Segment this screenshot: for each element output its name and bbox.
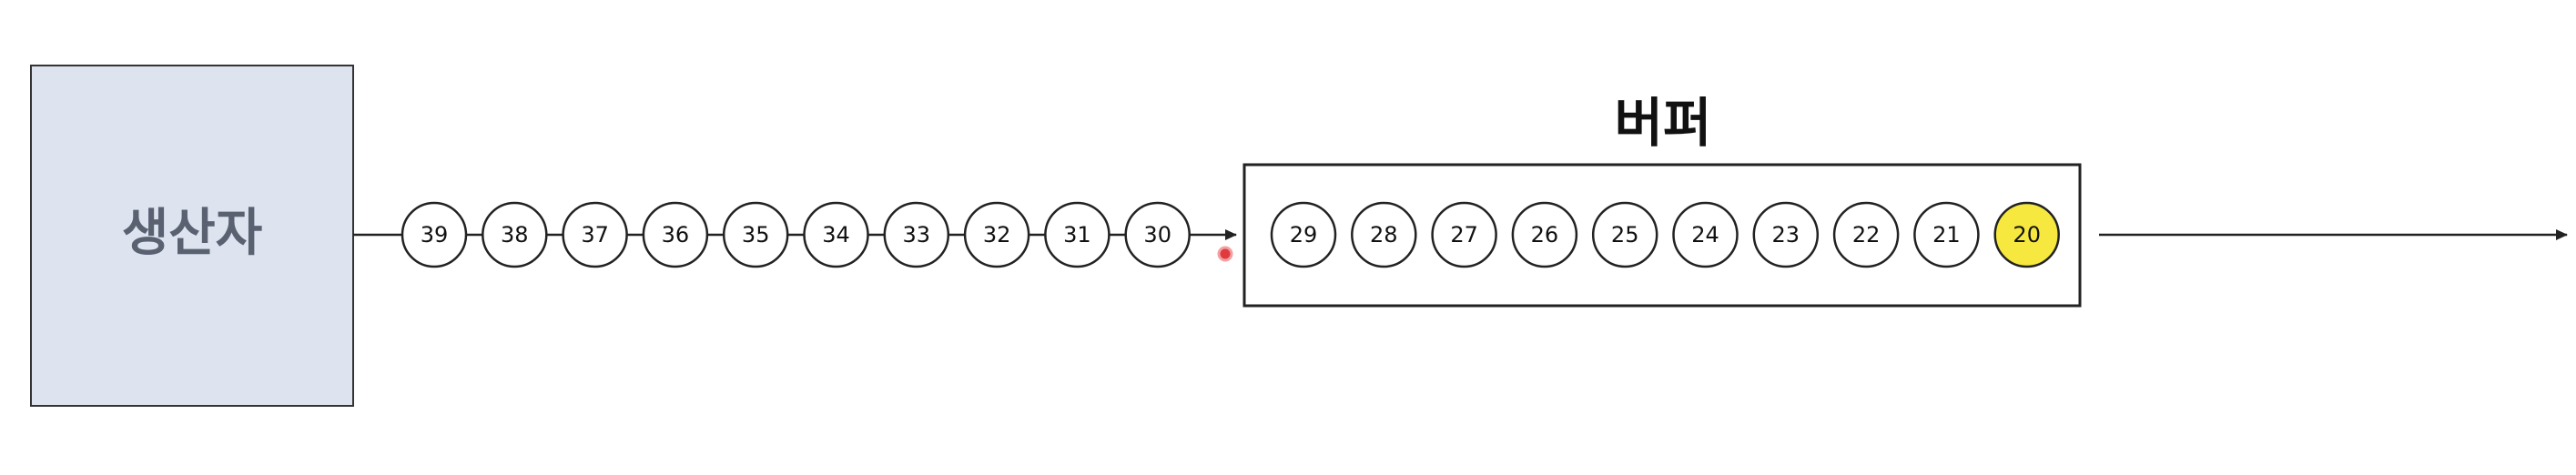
cursor-dot: [1217, 246, 1233, 262]
queue-item-circle: [883, 201, 950, 268]
queue-item-label: 31: [1063, 222, 1091, 248]
buffer-item-28: 28: [1351, 201, 1417, 268]
buffer-title: 버퍼: [1615, 92, 1712, 154]
buffer-item-label: 24: [1691, 222, 1719, 248]
queue-item-label: 32: [983, 222, 1011, 248]
queue-item-circle: [1124, 201, 1191, 268]
buffer-item-circle: [1832, 201, 1900, 268]
buffer-item-circle: [1270, 201, 1337, 268]
queue-item-label: 35: [742, 222, 770, 248]
queue-item-circle: [963, 201, 1030, 268]
buffer-item-label: 21: [1932, 222, 1961, 248]
buffer-item-29: 29: [1270, 201, 1337, 268]
queue-item-circle: [1044, 201, 1111, 268]
queue-item-36: 36: [642, 201, 709, 268]
queue-item-circle: [722, 201, 789, 268]
buffer-items: 29 28 27 26 25 24 23 22 21 20: [1270, 201, 2060, 268]
queue-item-circle: [482, 201, 548, 268]
buffer-item-circle: [1351, 201, 1417, 268]
buffer-item-circle: [1672, 201, 1739, 268]
buffer-item-circle: [1913, 201, 1980, 268]
queue-item-33: 33: [883, 201, 950, 268]
buffer-item-25: 25: [1591, 201, 1658, 268]
queue-item-circle: [803, 201, 869, 268]
queue-item-38: 38: [482, 201, 548, 268]
queue-item-label: 38: [501, 222, 529, 248]
buffer-item-21: 21: [1913, 201, 1980, 268]
buffer-item-label: 22: [1852, 222, 1881, 248]
queue-item-34: 34: [803, 201, 869, 268]
queue-item-label: 36: [662, 222, 690, 248]
buffer-item-27: 27: [1431, 201, 1497, 268]
queue-item-label: 37: [581, 222, 609, 248]
buffer-item-circle: [1993, 201, 2060, 268]
producer-label: 생산자: [122, 204, 263, 263]
queue-item-label: 33: [903, 222, 931, 248]
buffer-item-24: 24: [1672, 201, 1739, 268]
buffer-item-label: 27: [1450, 222, 1478, 248]
queue-item-label: 30: [1143, 222, 1171, 248]
queue-item-label: 34: [822, 222, 850, 248]
queue-item-circle: [562, 201, 628, 268]
buffer-item-label: 23: [1772, 222, 1800, 248]
buffer-item-label: 20: [2013, 222, 2041, 248]
queue-item-label: 39: [421, 222, 449, 248]
queue-item-37: 37: [562, 201, 628, 268]
buffer-item-label: 29: [1290, 222, 1318, 248]
buffer-item-23: 23: [1752, 201, 1820, 268]
queue-item-32: 32: [963, 201, 1030, 268]
buffer-item-22: 22: [1832, 201, 1900, 268]
queue-item-30: 30: [1124, 201, 1191, 268]
buffer-item-label: 28: [1370, 222, 1398, 248]
queue-item-31: 31: [1044, 201, 1111, 268]
queue-item-39: 39: [401, 201, 468, 268]
buffer-item-circle: [1591, 201, 1658, 268]
buffer-item-circle: [1431, 201, 1497, 268]
producer-box: [30, 65, 354, 407]
queue-item-circle: [642, 201, 709, 268]
buffer-item-20: 20: [1993, 201, 2060, 268]
buffer-item-26: 26: [1511, 201, 1578, 268]
buffer-item-label: 25: [1611, 222, 1639, 248]
buffer-item-label: 26: [1531, 222, 1559, 248]
queue-items: 39 38 37 36 35 34 33 32 31 30: [401, 201, 1191, 268]
queue-item-35: 35: [722, 201, 789, 268]
queue-item-circle: [401, 201, 468, 268]
buffer-item-circle: [1511, 201, 1578, 268]
buffer-item-circle: [1752, 201, 1820, 268]
